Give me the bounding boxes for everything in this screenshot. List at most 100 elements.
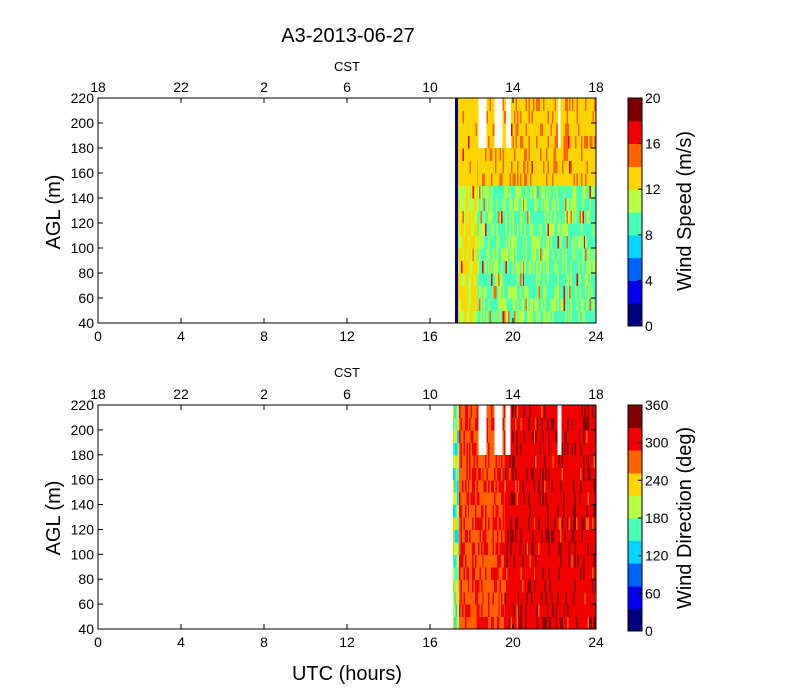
heatmap-cell [568,417,571,431]
heatmap-cell [572,235,575,249]
heatmap-cell [535,604,538,618]
heatmap-cell [457,504,460,518]
heatmap-cell [476,223,479,237]
heatmap-cell [518,135,521,149]
heatmap-cell [504,467,507,481]
heatmap-cell [572,160,575,174]
heatmap-cell [507,541,510,555]
heatmap-cell [502,235,505,249]
heatmap-cell [465,285,468,299]
heatmap-cell [551,429,554,443]
heatmap-cell [536,541,539,555]
heatmap-cell [488,517,491,531]
heatmap-cell [537,273,540,287]
heatmap-cell [482,529,485,543]
heatmap-cell [586,591,589,605]
heatmap-cell [479,479,482,493]
heatmap-cell [502,98,505,112]
heatmap-cell [482,504,485,518]
heatmap-cell [593,235,596,249]
heatmap-cell [468,223,471,237]
heatmap-cell [455,554,458,568]
heatmap-cell [569,148,572,162]
heatmap-cell [492,492,495,506]
heatmap-cell [509,541,512,555]
heatmap-cell [461,492,464,506]
heatmap-cell [512,285,515,299]
heatmap-cell [515,185,518,199]
heatmap-cell [510,604,513,618]
heatmap-cell [591,541,594,555]
heatmap-cell [471,135,474,149]
heatmap-cell [512,173,515,187]
heatmap-cell [514,405,517,419]
heatmap-cell [452,579,455,593]
heatmap-cell [539,579,542,593]
heatmap-cell [534,185,537,199]
heatmap-cell [522,298,525,312]
heatmap-cell [514,566,517,580]
heatmap-cell [578,405,581,419]
heatmap-cell [468,248,471,262]
heatmap-cell [549,517,552,531]
heatmap-cell [493,504,496,518]
heatmap-cell [503,310,506,324]
heatmap-cell [557,148,560,162]
heatmap-cell [525,405,528,419]
heatmap-cell [591,148,594,162]
heatmap-cell [579,298,582,312]
heatmap-cell [488,541,491,555]
heatmap-cell [511,173,514,187]
heatmap-cell [488,566,491,580]
heatmap-cell [466,273,469,287]
heatmap-cell [572,405,576,419]
heatmap-cell [586,160,589,174]
heatmap-cell [586,185,589,199]
heatmap-cell [565,504,568,518]
heatmap-cell [501,604,504,618]
heatmap-cell [493,566,496,580]
heatmap-cell [540,173,543,187]
heatmap-cell [477,591,480,605]
heatmap-cell [488,604,491,618]
heatmap-cell [525,173,528,187]
heatmap-cell [495,160,498,174]
heatmap-cell [547,98,550,112]
heatmap-cell [560,298,563,312]
heatmap-cell [521,123,524,137]
heatmap-cell [504,467,506,481]
heatmap-cell [532,98,535,112]
heatmap-cell [476,160,479,174]
heatmap-cell [577,310,580,324]
heatmap-cell [593,98,596,112]
heatmap-cell [543,579,546,593]
heatmap-cell [491,492,494,506]
heatmap-cell [526,554,529,568]
heatmap-cell [555,492,558,506]
heatmap-cell [539,454,542,468]
heatmap-cell [538,579,541,593]
heatmap-cell [559,173,562,187]
heatmap-cell [477,210,480,224]
heatmap-cell [469,529,472,543]
heatmap-cell [487,273,490,287]
heatmap-cell [589,298,592,312]
top-axis-label: CST [334,365,360,380]
heatmap-cell [589,285,592,299]
heatmap-cell [567,492,570,506]
heatmap-cell [508,210,511,224]
heatmap-cell [539,591,542,605]
heatmap-cell [571,442,574,456]
heatmap-cell [550,123,553,137]
heatmap-cell [538,135,541,149]
heatmap-cell [452,591,455,605]
heatmap-cell [565,479,568,493]
heatmap-cell [575,135,578,149]
heatmap-cell [472,185,475,199]
heatmap-cell [521,248,524,262]
heatmap-cell [489,479,492,493]
heatmap-cell [460,417,463,431]
heatmap-cell [469,467,472,481]
heatmap-cell [456,223,459,237]
heatmap-cell [586,467,589,481]
